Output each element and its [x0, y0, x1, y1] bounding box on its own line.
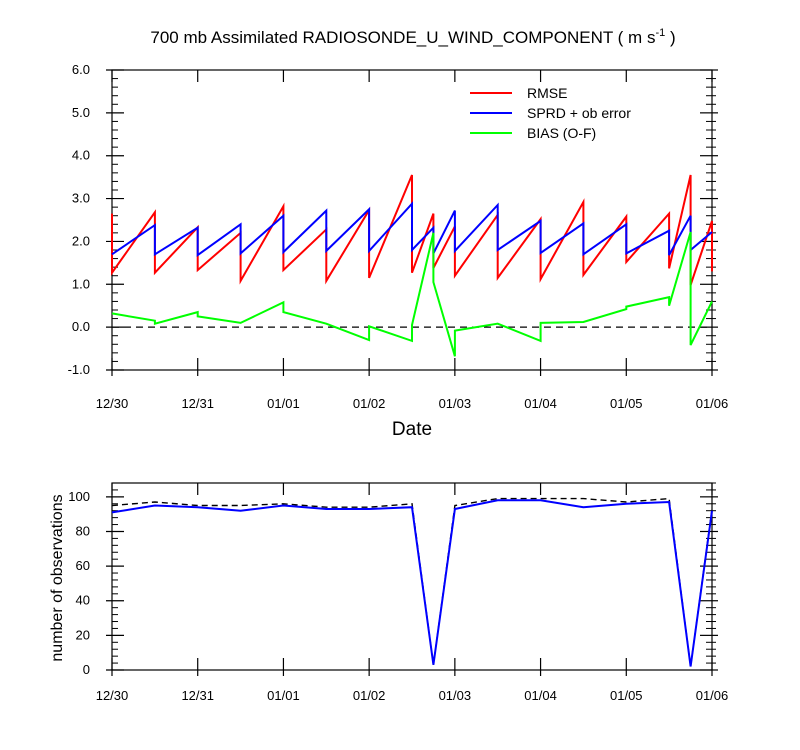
legend-label: SPRD + ob error: [527, 105, 631, 121]
x-tick-label: 01/06: [696, 688, 729, 703]
y-tick-label: 0.0: [72, 319, 90, 334]
y-tick-label: 80: [76, 523, 90, 538]
top-series: [111, 174, 713, 357]
x-tick-label: 01/03: [439, 688, 472, 703]
chart-title: 700 mb Assimilated RADIOSONDE_U_WIND_COM…: [150, 27, 675, 47]
title-superscript: -1: [655, 27, 665, 39]
x-tick-label: 01/04: [524, 396, 557, 411]
y-tick-label: 5.0: [72, 105, 90, 120]
legend-label: BIAS (O-F): [527, 125, 596, 141]
x-tick-label: 01/01: [267, 396, 300, 411]
title-main: 700 mb Assimilated RADIOSONDE_U_WIND_COM…: [150, 28, 655, 47]
y-tick-label: 2.0: [72, 233, 90, 248]
y-tick-label: -1.0: [68, 362, 90, 377]
top-plot: 12/30 12/31 01/01 01/02 01/03 01/04 01/05 01/06…: [68, 62, 729, 411]
legend-label: RMSE: [527, 85, 567, 101]
x-tick-label: 01/06: [696, 396, 729, 411]
y-tick-label: 100: [68, 489, 90, 504]
series-line-possible-observations: [111, 497, 713, 667]
bottom-plot-frame: [111, 482, 713, 671]
y-tick-label: 4.0: [72, 148, 90, 163]
series-line-used-observations: [111, 499, 713, 667]
x-tick-label: 12/30: [96, 396, 129, 411]
x-tick-label: 01/05: [610, 688, 643, 703]
y-tick-label: 0: [83, 662, 90, 677]
title-end: ): [665, 28, 675, 47]
bottom-axis-ticks: 12/30 12/31 01/01 01/02 01/03 01/04 01/05 01/06…: [68, 482, 729, 703]
x-tick-label: 01/02: [353, 688, 386, 703]
y-tick-label: 3.0: [72, 191, 90, 206]
x-tick-label: 01/03: [439, 396, 472, 411]
x-tick-label: 01/02: [353, 396, 386, 411]
y-tick-label: 40: [76, 593, 90, 608]
top-axis-ticks: 12/30 12/31 01/01 01/02 01/03 01/04 01/05 01/06…: [68, 62, 729, 411]
x-tick-label: 12/30: [96, 688, 129, 703]
x-tick-label: 01/01: [267, 688, 300, 703]
bottom-series: [111, 497, 713, 667]
x-axis-label: Date: [392, 419, 432, 440]
y-tick-label: 6.0: [72, 62, 90, 77]
y-tick-label: 20: [76, 627, 90, 642]
x-tick-label: 01/05: [610, 396, 643, 411]
y-axis-label-observations: number of observations: [49, 494, 66, 661]
series-line-bias-o-f: [111, 231, 713, 357]
legend: RMSE SPRD + ob error BIAS (O-F): [470, 85, 631, 141]
x-tick-label: 01/04: [524, 688, 557, 703]
x-tick-label: 12/31: [181, 396, 214, 411]
x-tick-label: 12/31: [181, 688, 214, 703]
y-tick-label: 60: [76, 558, 90, 573]
bottom-plot: 12/30 12/31 01/01 01/02 01/03 01/04 01/05 01/06…: [68, 482, 729, 703]
series-line-sprd-ob-error: [111, 201, 713, 258]
y-tick-label: 1.0: [72, 276, 90, 291]
